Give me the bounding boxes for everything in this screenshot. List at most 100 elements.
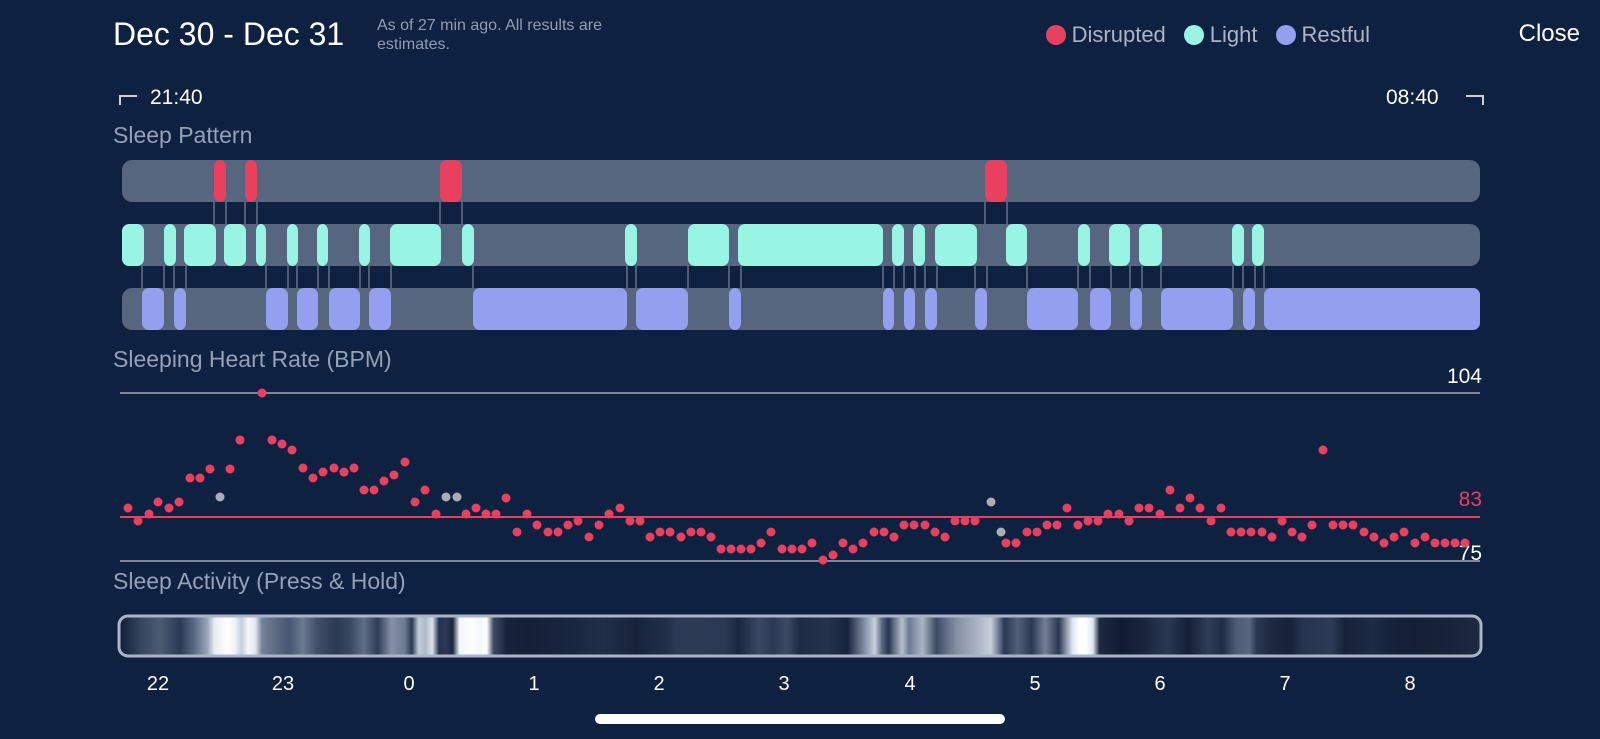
restful-segment[interactable] bbox=[174, 288, 186, 330]
light-segment[interactable] bbox=[164, 224, 176, 266]
restful-segment[interactable] bbox=[975, 288, 987, 330]
restful-segment[interactable] bbox=[473, 288, 627, 330]
close-button[interactable]: Close bbox=[1518, 20, 1580, 47]
hr-point bbox=[960, 516, 970, 526]
x-tick-label: 6 bbox=[1154, 673, 1165, 695]
hr-point bbox=[1450, 538, 1460, 548]
hr-point bbox=[777, 544, 787, 554]
hr-point bbox=[787, 544, 797, 554]
light-segment[interactable] bbox=[317, 224, 328, 266]
restful-segment[interactable] bbox=[1090, 288, 1111, 330]
hr-point bbox=[543, 527, 553, 537]
hr-point bbox=[604, 509, 614, 519]
hr-point bbox=[1134, 503, 1144, 513]
legend-restful-label: Restful bbox=[1301, 22, 1370, 47]
hr-avg-label: 83 bbox=[1459, 488, 1482, 511]
x-tick-label: 0 bbox=[403, 673, 414, 695]
light-segment[interactable] bbox=[892, 224, 904, 266]
range-start-bracket-icon bbox=[119, 95, 137, 105]
light-segment[interactable] bbox=[1139, 224, 1162, 266]
light-segment[interactable] bbox=[1078, 224, 1090, 266]
light-segment[interactable] bbox=[625, 224, 637, 266]
disrupted-segment[interactable] bbox=[985, 160, 1007, 202]
hr-max-label: 104 bbox=[1447, 365, 1482, 388]
disrupted-segment[interactable] bbox=[440, 160, 462, 202]
restful-segment[interactable] bbox=[297, 288, 318, 330]
light-segment[interactable] bbox=[913, 224, 925, 266]
hr-point bbox=[389, 470, 399, 480]
hr-point bbox=[940, 532, 950, 542]
hr-point bbox=[746, 544, 756, 554]
light-segment[interactable] bbox=[462, 224, 474, 266]
light-segment[interactable] bbox=[935, 224, 977, 266]
hr-point bbox=[1318, 445, 1328, 455]
restful-segment[interactable] bbox=[636, 288, 688, 330]
sleep-pattern-title: Sleep Pattern bbox=[113, 122, 253, 148]
home-indicator[interactable] bbox=[595, 714, 1005, 724]
light-segment[interactable] bbox=[390, 224, 441, 266]
light-segment[interactable] bbox=[1252, 224, 1264, 266]
hr-point bbox=[1297, 532, 1307, 542]
hr-point bbox=[1328, 520, 1338, 530]
light-segment[interactable] bbox=[287, 224, 298, 266]
hr-point bbox=[359, 485, 369, 495]
hr-point bbox=[756, 538, 766, 548]
sleep-activity-title: Sleep Activity (Press & Hold) bbox=[113, 568, 406, 594]
light-segment[interactable] bbox=[688, 224, 729, 266]
activity-bar[interactable] bbox=[117, 614, 1483, 658]
x-tick-label: 3 bbox=[778, 673, 789, 695]
legend-restful: Restful bbox=[1275, 22, 1370, 48]
hr-point bbox=[615, 503, 625, 513]
hr-point bbox=[1062, 503, 1072, 513]
hr-point bbox=[501, 493, 511, 503]
restful-segment[interactable] bbox=[1027, 288, 1078, 330]
light-segment[interactable] bbox=[184, 224, 216, 266]
restful-segment[interactable] bbox=[142, 288, 164, 330]
range-end-bracket-icon bbox=[1466, 95, 1484, 105]
restful-segment[interactable] bbox=[369, 288, 391, 330]
restful-segment[interactable] bbox=[1243, 288, 1255, 330]
light-segment[interactable] bbox=[1109, 224, 1130, 266]
stage-segments[interactable] bbox=[122, 160, 1480, 330]
hr-point bbox=[1073, 520, 1083, 530]
restful-segment[interactable] bbox=[1161, 288, 1233, 330]
light-segment[interactable] bbox=[224, 224, 246, 266]
restful-segment[interactable] bbox=[729, 288, 741, 330]
hr-point bbox=[899, 520, 909, 530]
hr-point bbox=[1114, 509, 1124, 519]
hr-point bbox=[1093, 516, 1103, 526]
disrupted-segment[interactable] bbox=[245, 160, 257, 202]
restful-segment[interactable] bbox=[925, 288, 937, 330]
hr-point bbox=[144, 509, 154, 519]
restful-segment[interactable] bbox=[1264, 288, 1480, 330]
restful-segment[interactable] bbox=[266, 288, 288, 330]
light-segment[interactable] bbox=[256, 224, 266, 266]
restful-segment[interactable] bbox=[883, 288, 894, 330]
light-segment[interactable] bbox=[1006, 224, 1027, 266]
hr-point bbox=[807, 538, 817, 548]
hr-point bbox=[512, 527, 522, 537]
restful-segment[interactable] bbox=[904, 288, 915, 330]
restful-segment[interactable] bbox=[1130, 288, 1142, 330]
hr-point bbox=[349, 463, 359, 473]
hr-point bbox=[970, 516, 980, 526]
x-tick-label: 1 bbox=[528, 673, 539, 695]
hr-point bbox=[369, 485, 379, 495]
hr-point bbox=[645, 532, 655, 542]
light-segment[interactable] bbox=[122, 224, 144, 266]
hr-point bbox=[920, 520, 930, 530]
disrupted-track bbox=[122, 160, 1480, 202]
hr-point bbox=[1420, 532, 1430, 542]
restful-segment[interactable] bbox=[329, 288, 360, 330]
hr-point bbox=[1246, 527, 1256, 537]
legend-disrupted-label: Disrupted bbox=[1071, 22, 1166, 47]
hr-point bbox=[491, 509, 501, 519]
disrupted-segment[interactable] bbox=[214, 160, 226, 202]
hr-point bbox=[1011, 538, 1021, 548]
light-segment[interactable] bbox=[738, 224, 883, 266]
x-axis: 22 23 0 1 2 3 4 5 6 7 8 bbox=[147, 673, 1416, 695]
light-segment[interactable] bbox=[1232, 224, 1244, 266]
x-tick-label: 22 bbox=[147, 673, 169, 695]
light-segment[interactable] bbox=[359, 224, 370, 266]
